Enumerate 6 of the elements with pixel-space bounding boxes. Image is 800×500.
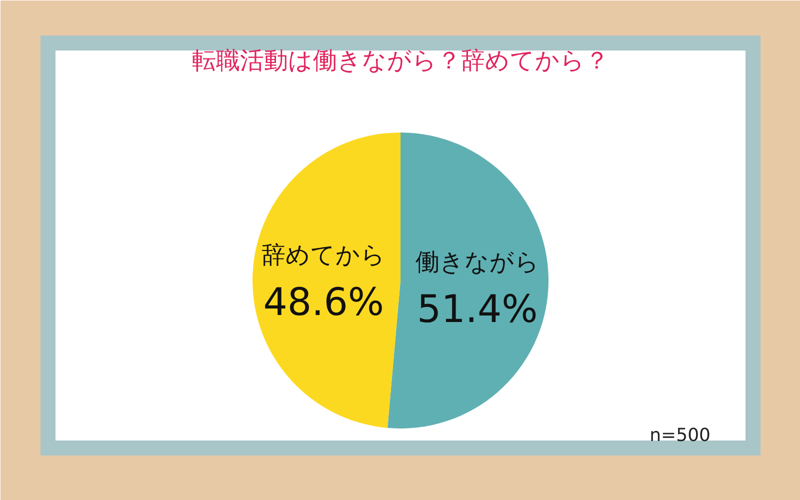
slice-label: 辞めてから <box>262 241 386 270</box>
chart-title: 転職活動は働きながら？辞めてから？ <box>192 46 609 74</box>
data-label: 51.4% <box>417 286 538 331</box>
slice-label: 働きながら <box>415 248 540 276</box>
data-label: 48.6% <box>263 280 384 324</box>
text: n=500 <box>650 425 711 446</box>
